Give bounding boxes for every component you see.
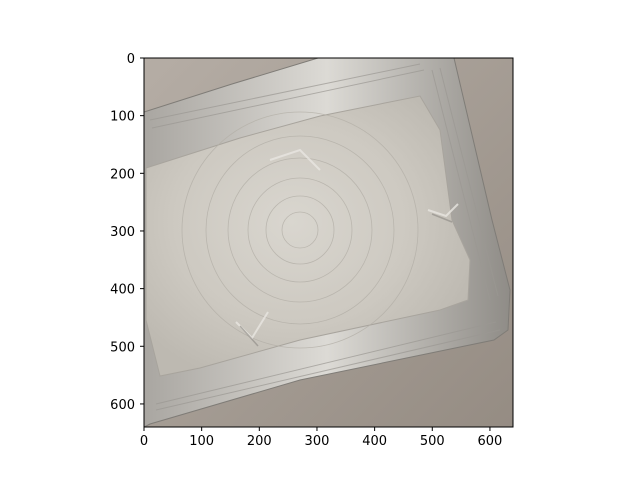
- tray-floor: [145, 95, 471, 377]
- y-tick-label: 300: [110, 225, 135, 240]
- x-tick-label: 500: [420, 434, 445, 449]
- y-tick-label: 500: [110, 340, 135, 355]
- y-tick-label: 100: [110, 110, 135, 125]
- y-tick-label: 0: [127, 52, 135, 67]
- y-tick-label: 200: [110, 167, 135, 182]
- foil-shadows: [239, 213, 453, 347]
- x-tick-label: 400: [362, 434, 387, 449]
- y-tick-label: 400: [110, 283, 135, 298]
- photo: [144, 58, 513, 427]
- tray-wall-ribs: [149, 63, 501, 411]
- tray-embossing: [181, 111, 419, 349]
- x-tick-label: 100: [189, 434, 214, 449]
- axes-frame: [143, 57, 514, 428]
- x-tick-label: 0: [140, 434, 148, 449]
- x-tick-label: 300: [305, 434, 330, 449]
- x-tick-label: 200: [247, 434, 272, 449]
- x-axis: 0 100 200 300 400 500 600: [140, 427, 502, 449]
- x-tick-label: 600: [478, 434, 503, 449]
- y-axis: 0 100 200 300 400 500 600: [110, 52, 144, 413]
- y-tick-label: 600: [110, 398, 135, 413]
